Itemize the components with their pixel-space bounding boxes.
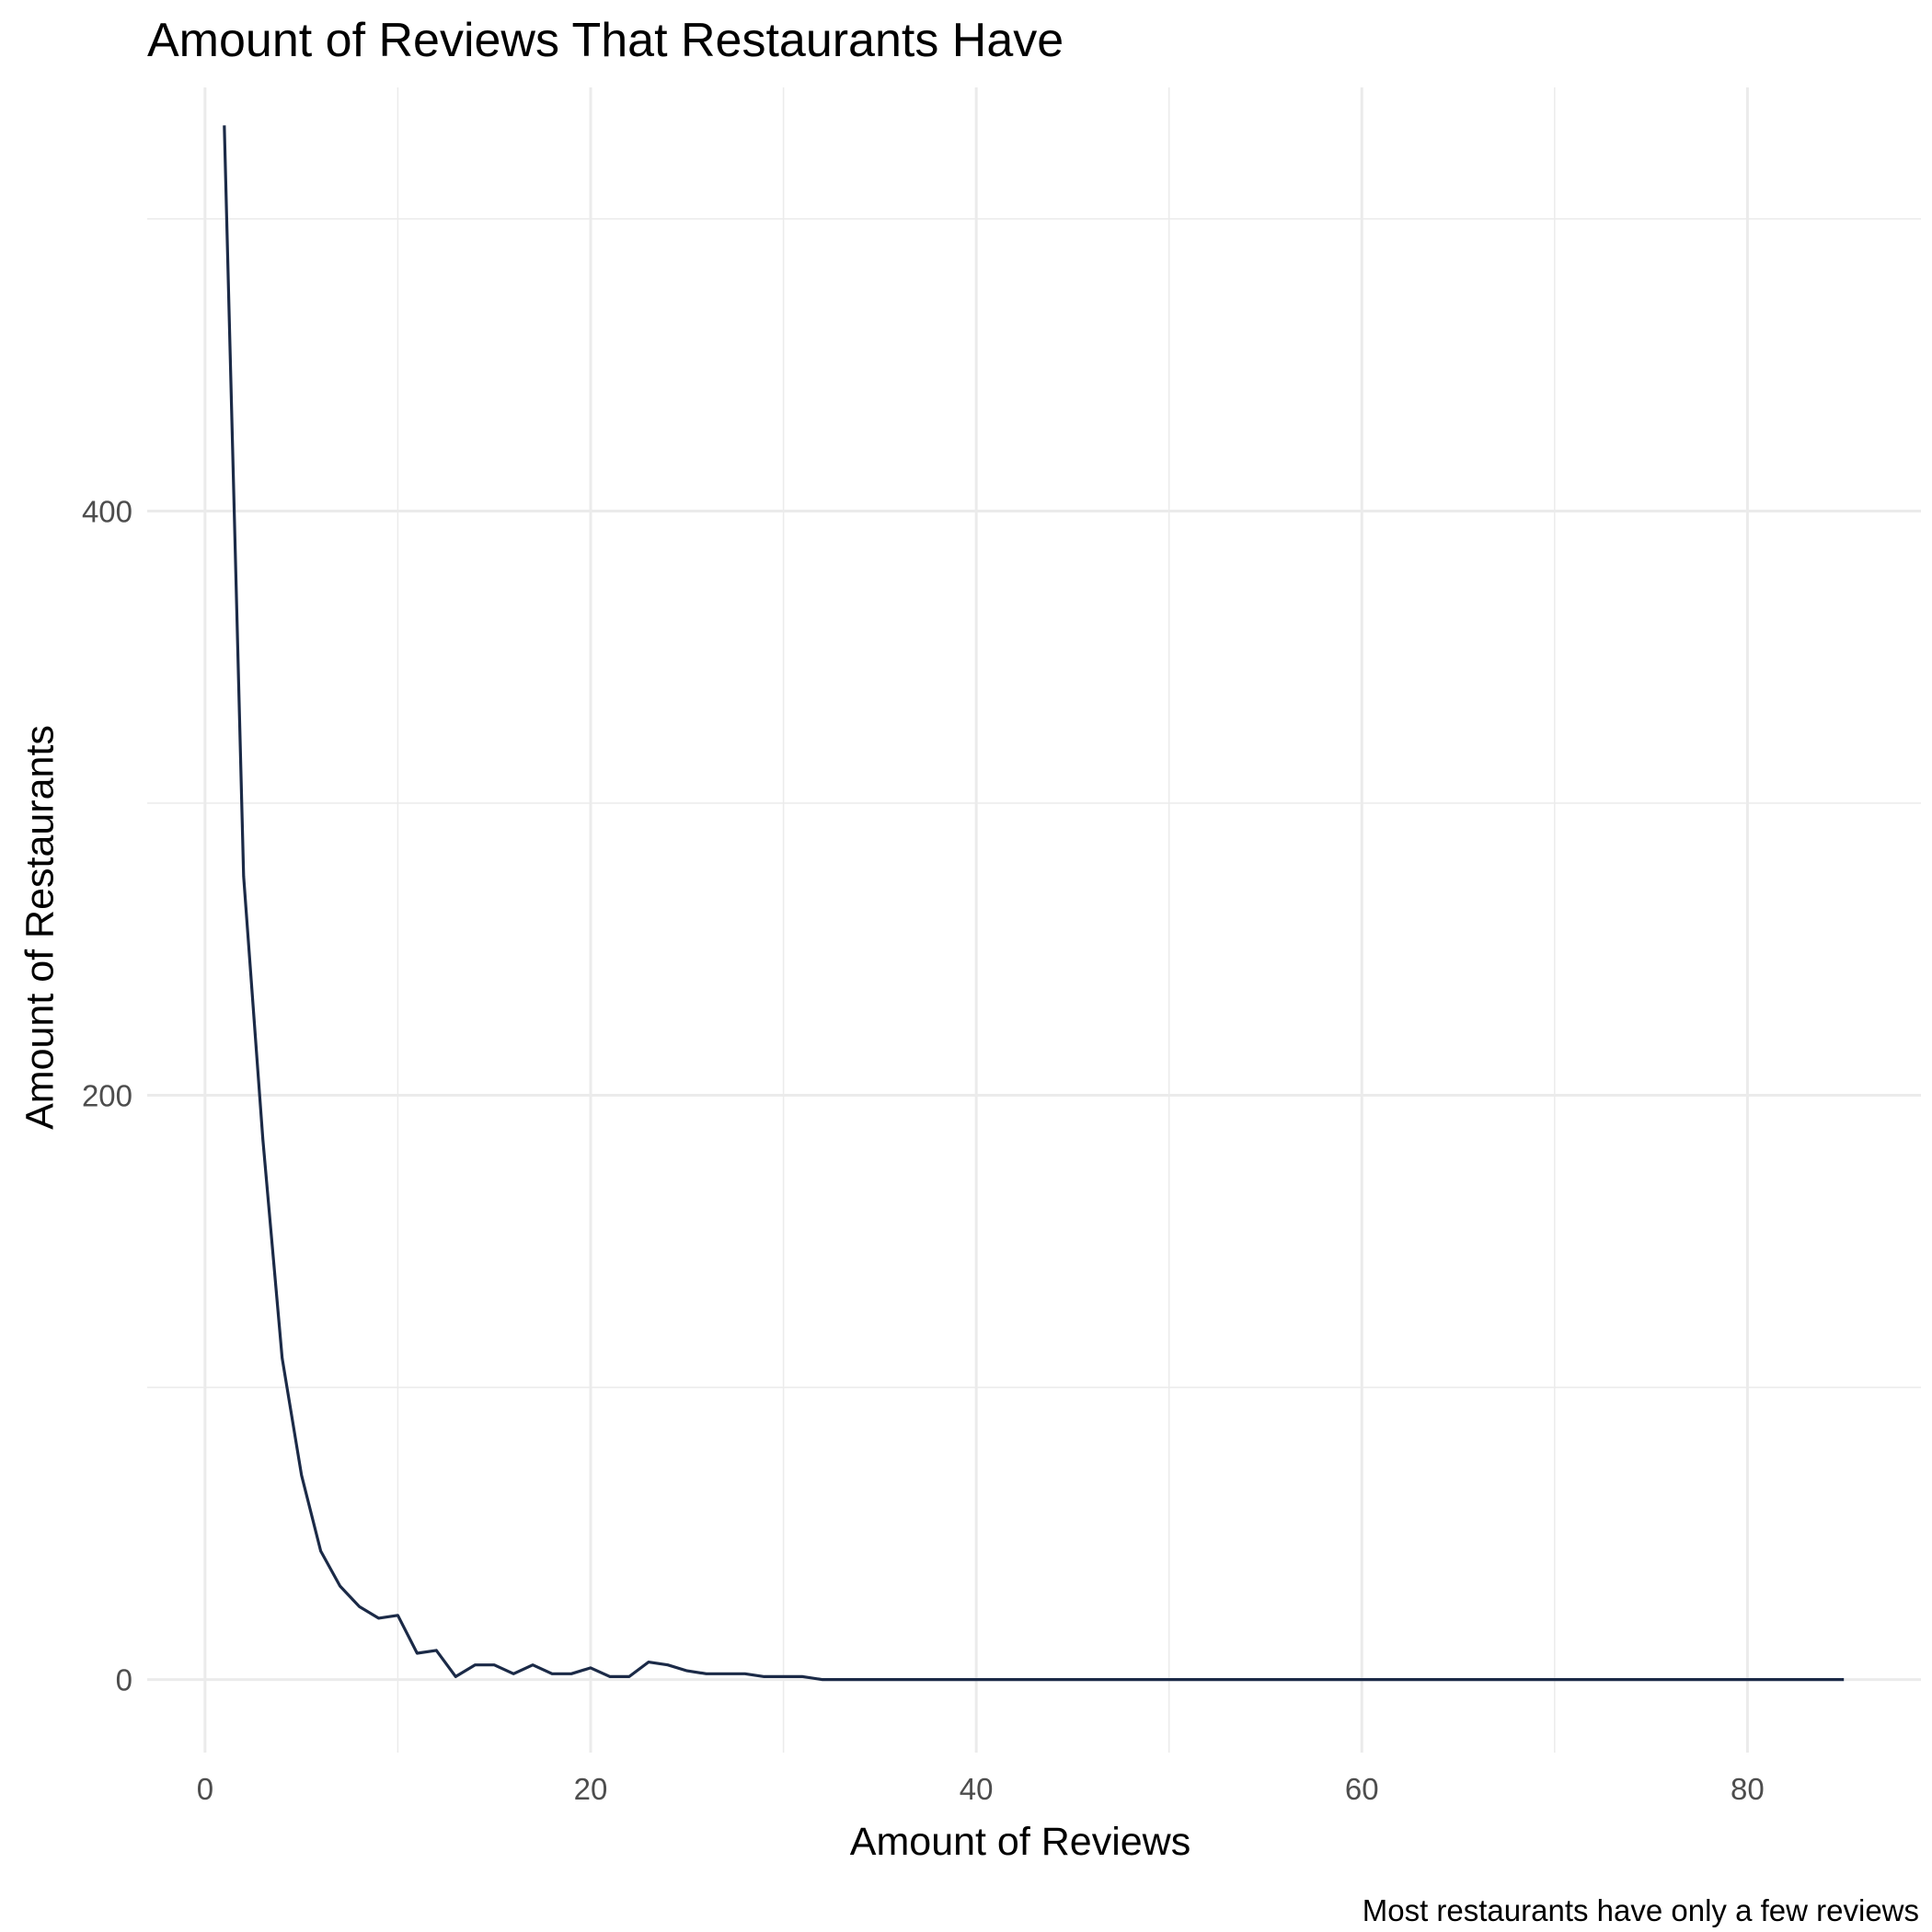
- chart-title: Amount of Reviews That Restaurants Have: [147, 14, 1064, 67]
- y-tick-label: 400: [82, 494, 132, 528]
- x-tick-label: 40: [960, 1772, 994, 1806]
- x-tick-label: 80: [1731, 1772, 1765, 1806]
- x-axis-ticks: 0 20 40 60 80: [197, 1772, 1765, 1806]
- x-tick-label: 60: [1345, 1772, 1379, 1806]
- x-axis-label: Amount of Reviews: [849, 1820, 1191, 1864]
- series-line: [223, 125, 1845, 1682]
- y-axis-label: Amount of Restaurants: [17, 725, 63, 1130]
- x-tick-label: 0: [197, 1772, 213, 1806]
- series-layer: [223, 125, 1845, 1682]
- y-tick-label: 200: [82, 1079, 132, 1113]
- grid-minor: [147, 87, 1921, 1753]
- x-tick-label: 20: [574, 1772, 608, 1806]
- y-tick-label: 0: [116, 1663, 132, 1697]
- chart-caption: Most restaurants have only a few reviews: [1362, 1893, 1919, 1927]
- y-axis-ticks: 0 200 400: [82, 494, 132, 1696]
- grid-major: [147, 87, 1921, 1753]
